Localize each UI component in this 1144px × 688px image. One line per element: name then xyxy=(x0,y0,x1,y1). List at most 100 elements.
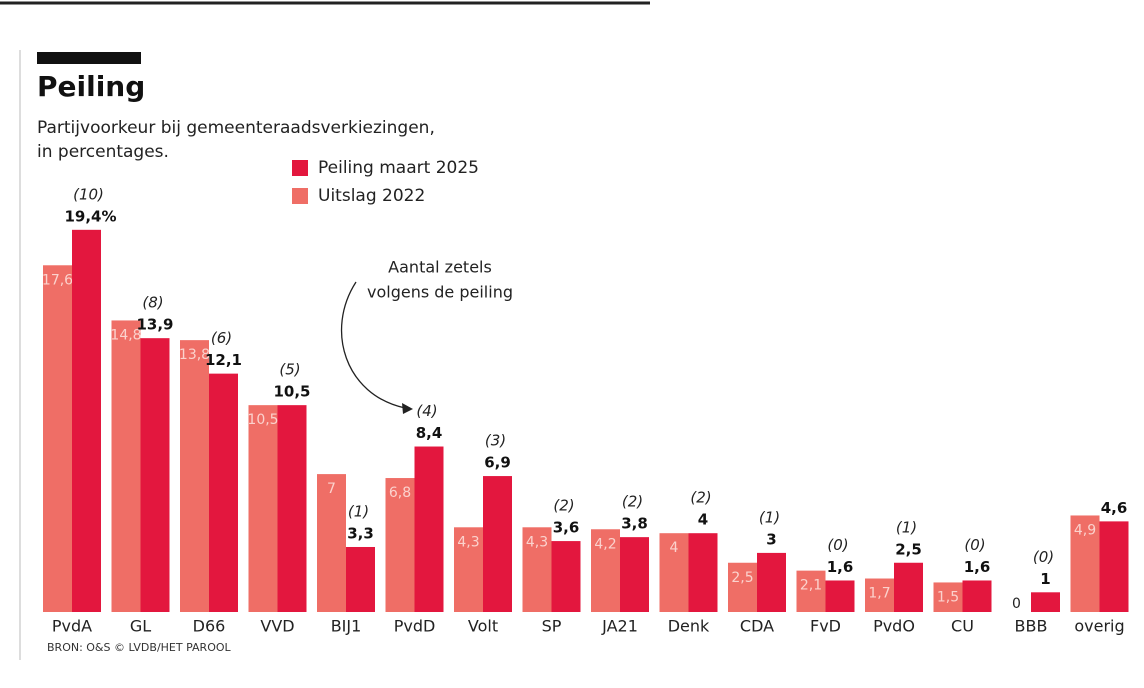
bar xyxy=(140,338,170,612)
value-label: 10,5 xyxy=(273,383,310,401)
x-tick-label: PvdD xyxy=(394,617,436,636)
bar xyxy=(346,546,375,612)
bar xyxy=(180,340,209,612)
seat-label: (1) xyxy=(759,508,780,526)
value-label: 4 xyxy=(698,511,708,529)
bar xyxy=(43,265,72,612)
value-label: 3 xyxy=(766,530,776,548)
value-label: 4,2 xyxy=(594,536,616,552)
value-label: 14,8 xyxy=(110,327,141,343)
seat-label: (3) xyxy=(485,432,506,450)
value-label: 6,9 xyxy=(484,454,511,472)
legend-label: Uitslag 2022 xyxy=(318,186,425,206)
value-label: 13,9 xyxy=(136,316,173,334)
value-label: 2,1 xyxy=(800,578,822,594)
value-label: 4,6 xyxy=(1101,499,1128,517)
bar xyxy=(522,527,552,612)
annotation: volgens de peiling xyxy=(367,283,513,302)
title-bar xyxy=(37,52,141,64)
bar xyxy=(277,405,307,612)
seat-label: (1) xyxy=(896,518,917,536)
seat-label: (6) xyxy=(211,329,232,347)
bar xyxy=(757,552,786,612)
bar xyxy=(385,478,415,612)
value-label: 12,1 xyxy=(205,351,242,369)
value-label: 2,5 xyxy=(731,570,753,586)
seat-label: (0) xyxy=(964,536,985,554)
value-label: 19,4% xyxy=(64,207,116,225)
value-label: 7 xyxy=(327,481,336,497)
subtitle: in percentages. xyxy=(37,142,169,162)
bar xyxy=(1031,592,1060,612)
value-label: 3,8 xyxy=(621,515,648,533)
x-tick-label: Denk xyxy=(668,617,710,636)
subtitle: Partijvoorkeur bij gemeenteraadsverkiezi… xyxy=(37,118,435,138)
x-tick-label: SP xyxy=(542,617,562,636)
x-tick-label: CU xyxy=(951,617,974,636)
bar xyxy=(591,529,620,612)
legend-swatch xyxy=(292,188,308,204)
bar xyxy=(825,580,855,612)
seat-label: (2) xyxy=(553,497,574,515)
x-tick-label: JA21 xyxy=(601,617,638,636)
annotation-arrowhead xyxy=(402,403,413,414)
bar xyxy=(72,229,101,612)
x-tick-label: VVD xyxy=(260,617,294,636)
bar xyxy=(1070,515,1100,612)
bar xyxy=(933,582,963,612)
value-label: 4,9 xyxy=(1074,522,1096,538)
bar xyxy=(865,578,894,612)
source: BRON: O&S © LVDB/HET PAROOL xyxy=(47,641,232,654)
bar xyxy=(1099,521,1129,612)
annotation-arrow xyxy=(341,281,406,409)
seat-label: (10) xyxy=(73,185,104,203)
bar xyxy=(620,537,649,612)
value-label: 4,3 xyxy=(457,534,479,550)
value-label: 8,4 xyxy=(416,424,443,442)
value-label: 1,6 xyxy=(827,558,854,576)
x-tick-label: CDA xyxy=(740,617,774,636)
bar xyxy=(659,533,689,612)
x-tick-label: PvdA xyxy=(52,617,92,636)
bar xyxy=(962,580,992,612)
value-label: 10,5 xyxy=(247,412,278,428)
bar xyxy=(796,570,826,612)
bar xyxy=(248,405,278,612)
value-label: 13,8 xyxy=(179,347,210,363)
value-label: 4,3 xyxy=(526,534,548,550)
bar xyxy=(209,373,238,612)
bar xyxy=(414,446,444,612)
seat-label: (0) xyxy=(1033,548,1054,566)
value-label: 2,5 xyxy=(895,540,922,558)
seat-label: (2) xyxy=(622,493,643,511)
x-tick-label: FvD xyxy=(810,617,841,636)
x-tick-label: D66 xyxy=(193,617,226,636)
legend-swatch xyxy=(292,160,308,176)
seat-label: (0) xyxy=(827,536,848,554)
bar xyxy=(317,474,346,612)
seat-label: (1) xyxy=(348,502,369,520)
value-label: 3,6 xyxy=(553,519,580,537)
x-tick-label: BBB xyxy=(1015,617,1048,636)
value-label: 6,8 xyxy=(389,485,411,501)
seat-label: (5) xyxy=(279,361,300,379)
chart-title: Peiling xyxy=(37,70,145,103)
value-label: 1,6 xyxy=(964,558,991,576)
legend-label: Peiling maart 2025 xyxy=(318,158,479,178)
x-tick-label: PvdO xyxy=(873,617,915,636)
x-tick-label: overig xyxy=(1074,617,1124,636)
bar xyxy=(454,527,483,612)
bar xyxy=(728,562,757,612)
bar xyxy=(551,541,581,612)
value-label: 4 xyxy=(670,540,679,556)
bar xyxy=(111,320,141,612)
seat-label: (8) xyxy=(142,294,163,312)
value-label: 0 xyxy=(1012,596,1021,612)
seat-label: (4) xyxy=(416,402,437,420)
seat-label: (2) xyxy=(690,489,711,507)
bar xyxy=(483,476,512,612)
annotation: Aantal zetels xyxy=(388,258,492,277)
x-tick-label: BIJ1 xyxy=(331,617,362,636)
